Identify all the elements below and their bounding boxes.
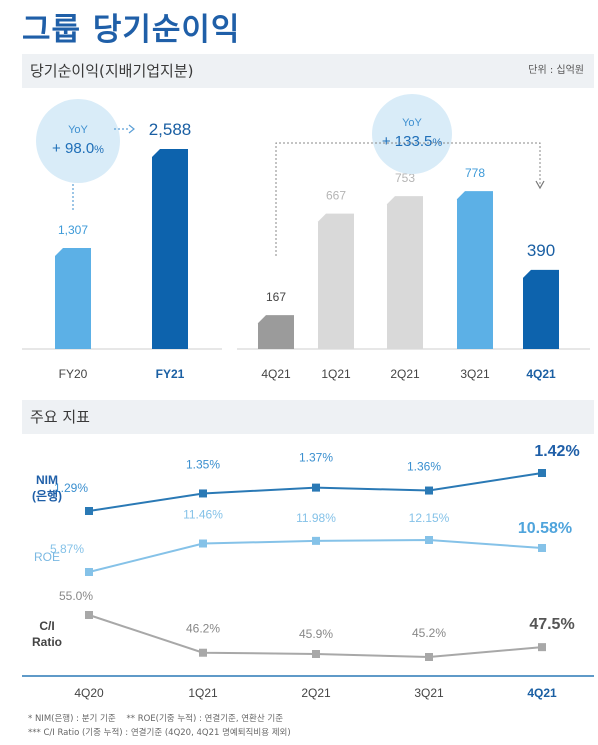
section-header-key-indicators: 주요 지표	[22, 400, 594, 434]
series-data-label: 1.37%	[299, 451, 333, 465]
annual-yoy-bubble	[36, 99, 120, 183]
series-point	[312, 650, 320, 658]
annual-bar-fy20	[55, 247, 91, 349]
series-data-label: 46.2%	[186, 622, 220, 636]
indicators-tick-label: 2Q21	[301, 686, 331, 700]
annual-tick-label: FY20	[59, 367, 88, 381]
series-data-label: 45.9%	[299, 627, 333, 641]
quarterly-value-label: 667	[326, 189, 346, 203]
series-data-label: 11.98%	[296, 511, 336, 525]
series-name-label: C/I	[39, 619, 54, 633]
series-name-label: (은행)	[32, 488, 62, 503]
section-title-key-indicators: 주요 지표	[30, 408, 90, 426]
series-data-label: 1.36%	[407, 460, 441, 474]
series-point	[538, 469, 546, 477]
series-point	[199, 648, 207, 657]
annual-value-label: 2,588	[149, 120, 192, 139]
series-line-0	[88, 472, 543, 512]
series-point	[538, 643, 546, 652]
quarterly-arrow-head	[535, 180, 545, 190]
annual-arrow-head	[128, 124, 135, 134]
footnote-2: *** C/I Ratio (기중 누적) : 연결기준 (4Q20, 4Q21…	[28, 728, 291, 738]
indicators-tick-label: 4Q21	[527, 686, 557, 700]
section-title-net-income: 당기순이익(지배기업지분)	[30, 62, 194, 80]
series-name-label: NIM	[36, 473, 58, 487]
unit-label: 단위 : 십억원	[528, 65, 584, 76]
series-point	[312, 536, 320, 545]
quarterly-tick-label: 2Q21	[390, 367, 420, 381]
series-point	[425, 653, 433, 661]
footnote-1: * NIM(은행) : 분기 기준 ** ROE(기중 누적) : 연결기준, …	[28, 712, 283, 724]
quarterly-tick-label: 3Q21	[460, 367, 490, 381]
series-data-label: 55.0%	[59, 589, 93, 603]
series-point	[85, 568, 93, 576]
quarterly-yoy-label: YoY	[402, 117, 422, 129]
series-point	[425, 536, 433, 544]
series-name-label: Ratio	[32, 635, 62, 649]
quarterly-value-label: 167	[266, 290, 286, 304]
series-data-label: 1.29%	[54, 481, 88, 495]
series-point	[312, 483, 320, 492]
indicators-tick-label: 3Q21	[414, 686, 444, 700]
series-data-label: 47.5%	[529, 616, 574, 633]
quarterly-bar-3	[457, 191, 493, 349]
quarterly-tick-label: 1Q21	[321, 367, 351, 381]
quarterly-value-label: 778	[465, 166, 485, 180]
series-point	[538, 544, 546, 552]
quarterly-value-label: 753	[395, 171, 415, 185]
indicators-tick-label: 4Q20	[74, 686, 104, 700]
quarterly-tick-label: 4Q21	[261, 367, 291, 381]
series-data-label: 1.42%	[534, 443, 579, 460]
quarterly-connector-dotted	[275, 142, 541, 256]
indicators-tick-label: 1Q21	[188, 686, 218, 700]
series-point	[199, 489, 207, 498]
series-point	[425, 486, 433, 495]
series-data-label: 45.2%	[412, 626, 446, 640]
quarterly-bar-0	[258, 315, 294, 349]
annual-value-label: 1,307	[58, 223, 88, 237]
series-name-label: ROE	[34, 550, 60, 564]
quarterly-yoy-value: + 133.5%	[382, 133, 442, 150]
series-point	[199, 539, 207, 548]
annual-tick-label: FY21	[156, 367, 185, 381]
quarterly-tick-label: 4Q21	[526, 367, 556, 381]
series-data-label: 1.35%	[186, 457, 220, 471]
annual-bar-fy21	[152, 149, 188, 349]
series-data-label: 10.58%	[518, 520, 572, 537]
quarterly-value-label: 390	[527, 241, 555, 260]
section-header-net-income: 당기순이익(지배기업지분) 단위 : 십억원	[22, 54, 594, 88]
quarterly-yoy-bubble	[372, 94, 452, 174]
series-data-label: 11.46%	[183, 508, 223, 522]
footnote-nim: * NIM(은행) : 분기 기준	[28, 714, 116, 724]
footnote-roe: ** ROE(기중 누적) : 연결기준, 연환산 기준	[126, 714, 284, 724]
series-point	[85, 507, 93, 515]
quarterly-bar-1	[318, 213, 354, 349]
annual-yoy-label: YoY	[68, 124, 88, 136]
page-title: 그룹 당기순이익	[22, 12, 241, 48]
quarterly-bar-4	[523, 269, 559, 349]
series-point	[85, 611, 93, 619]
series-data-label: 12.15%	[409, 511, 450, 525]
series-data-label: 5.87%	[50, 542, 84, 556]
annual-yoy-value: + 98.0%	[52, 140, 104, 157]
quarterly-bar-2	[387, 196, 423, 349]
